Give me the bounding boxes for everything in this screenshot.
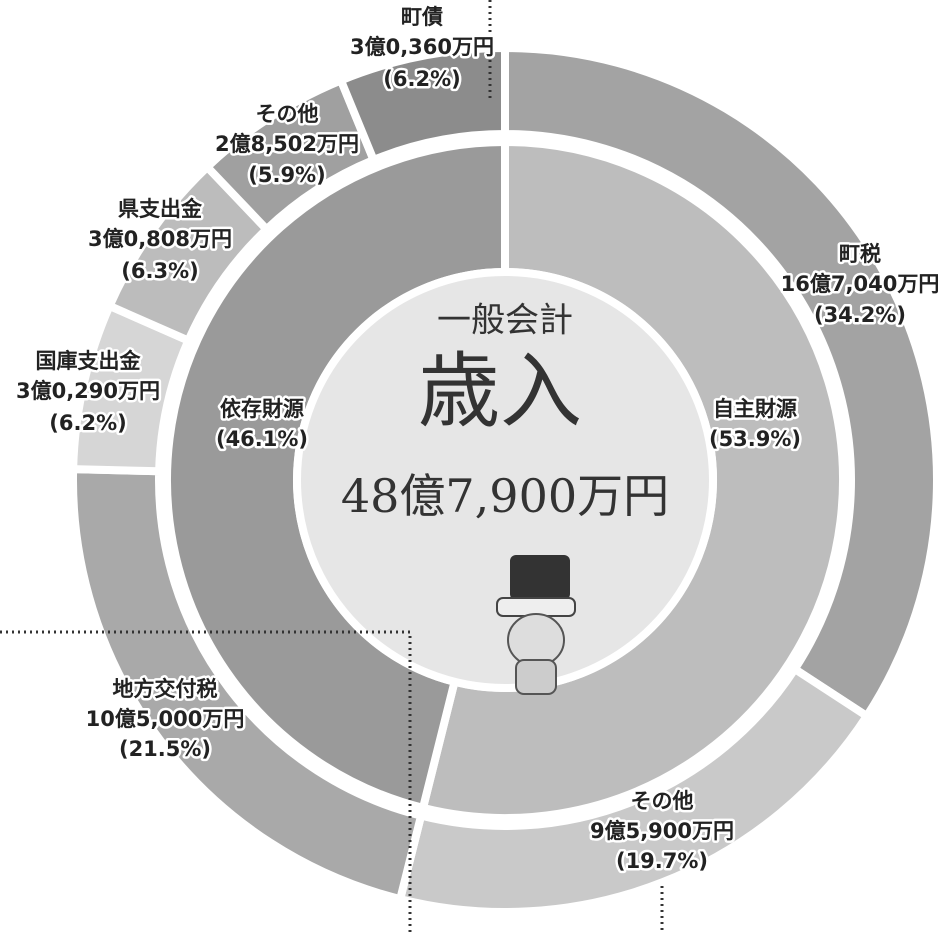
amount-label: 9億5,900万円 <box>590 819 734 843</box>
value-label: (6.3%) <box>121 259 198 283</box>
segment-label: その他 <box>256 102 319 126</box>
chart-title: 一般会計 <box>437 301 573 341</box>
amount-label: 3億0,360万円 <box>350 35 494 59</box>
segment-label: 国庫支出金 <box>36 349 142 373</box>
value-label: (6.2%) <box>49 411 126 435</box>
value-label: (19.7%) <box>616 849 708 873</box>
segment-label: 町債 <box>401 5 443 29</box>
value-label: (46.1%) <box>216 427 308 451</box>
value-label: (53.9%) <box>709 427 801 451</box>
segment-label: 地方交付税 <box>113 677 218 701</box>
total-label: 48億7,900万円 <box>341 469 669 523</box>
center-label: 歳入 <box>418 345 582 440</box>
segment-label: 依存財源 <box>220 397 304 421</box>
value-label: (6.2%) <box>383 67 460 91</box>
segment-label: その他 <box>631 789 694 813</box>
value-label: (21.5%) <box>119 737 211 761</box>
segment-label: 県支出金 <box>118 197 203 221</box>
chart: 一般会計 歳入 48億7,900万円 自主財源 (53.9%) 依存財源 (46.1%… <box>0 0 941 932</box>
amount-label: 3億0,808万円 <box>88 227 232 251</box>
amount-label: 2億8,502万円 <box>215 132 359 156</box>
amount-label: 10億5,000万円 <box>86 707 245 731</box>
segment-label: 町税 <box>839 242 881 266</box>
amount-label: 16億7,040万円 <box>781 272 940 296</box>
value-label: (34.2%) <box>814 303 906 327</box>
amount-label: 3億0,290万円 <box>16 379 160 403</box>
value-label: (5.9%) <box>248 163 325 187</box>
segment-label: 自主財源 <box>713 397 797 421</box>
